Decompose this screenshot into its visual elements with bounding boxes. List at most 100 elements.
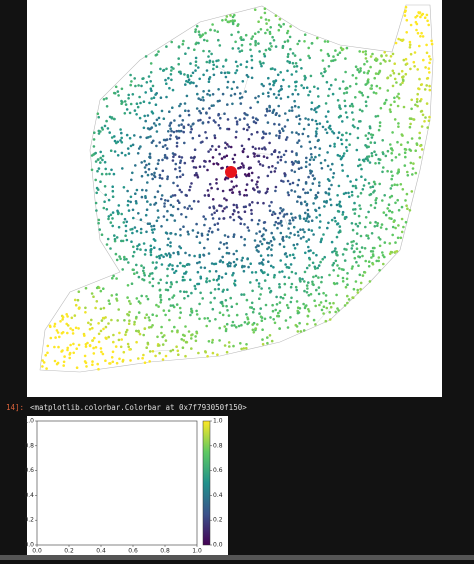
map-node	[184, 83, 187, 86]
map-node	[256, 118, 259, 122]
map-node	[163, 205, 166, 208]
map-node	[426, 126, 430, 129]
map-node	[102, 327, 105, 331]
map-node	[147, 162, 151, 166]
map-node	[401, 38, 405, 42]
map-node	[278, 134, 281, 138]
map-node	[366, 157, 369, 161]
map-node	[322, 291, 325, 295]
map-node	[179, 228, 182, 231]
map-node	[408, 148, 411, 151]
map-node	[111, 211, 115, 214]
map-node	[399, 143, 403, 146]
map-node	[149, 272, 152, 276]
map-node	[129, 195, 133, 199]
map-node	[111, 350, 115, 354]
map-node	[389, 187, 393, 190]
map-node	[350, 240, 353, 244]
map-node	[404, 148, 408, 151]
map-node	[208, 61, 211, 64]
map-node	[283, 40, 287, 44]
map-node	[270, 248, 273, 251]
map-node	[158, 173, 162, 177]
map-node	[288, 182, 292, 186]
map-node	[201, 96, 205, 99]
map-node	[393, 77, 397, 81]
map-node	[269, 42, 272, 45]
map-node	[262, 61, 265, 65]
map-node	[175, 137, 179, 140]
map-node	[402, 225, 405, 229]
map-node	[176, 184, 179, 188]
map-node	[259, 62, 263, 65]
map-node	[388, 108, 392, 111]
map-node	[219, 259, 222, 262]
map-node	[274, 45, 278, 48]
map-node	[116, 319, 119, 322]
map-node	[419, 144, 422, 148]
map-node	[215, 209, 219, 212]
map-node	[251, 310, 255, 314]
map-node	[225, 251, 229, 255]
map-node	[181, 278, 185, 282]
map-node	[351, 74, 355, 77]
map-node	[386, 76, 390, 79]
map-node	[373, 76, 377, 80]
map-node	[142, 271, 146, 275]
map-node	[393, 118, 397, 121]
map-node	[370, 136, 374, 139]
map-node	[257, 285, 261, 288]
map-node	[126, 203, 130, 207]
map-node	[405, 31, 409, 34]
map-node	[110, 168, 113, 172]
map-node	[319, 49, 323, 52]
map-node	[193, 48, 196, 51]
map-node	[418, 77, 421, 81]
map-node	[425, 51, 429, 55]
map-node	[164, 138, 167, 142]
map-node	[165, 156, 169, 160]
map-node	[118, 357, 121, 361]
map-node	[211, 93, 215, 96]
map-node	[419, 15, 422, 19]
map-node	[341, 280, 345, 283]
map-node	[205, 324, 208, 328]
map-node	[240, 96, 244, 99]
map-node	[313, 108, 316, 112]
map-node	[390, 184, 394, 187]
map-node	[366, 80, 370, 84]
map-node	[177, 129, 181, 133]
map-node	[113, 237, 117, 241]
map-node	[250, 301, 254, 305]
map-node	[430, 39, 433, 43]
map-node	[194, 166, 198, 169]
map-node	[160, 325, 163, 329]
map-node	[298, 117, 302, 121]
map-node	[332, 59, 335, 62]
map-node	[329, 305, 333, 309]
map-node	[165, 218, 169, 222]
map-node	[144, 119, 147, 123]
map-node	[371, 133, 375, 137]
map-node	[189, 313, 192, 317]
map-node	[195, 222, 198, 226]
map-node	[363, 247, 367, 250]
map-node	[242, 347, 246, 350]
map-node	[223, 71, 227, 75]
map-node	[182, 339, 186, 342]
map-node	[331, 130, 334, 133]
map-node	[324, 299, 328, 303]
map-node	[268, 334, 272, 337]
map-node	[388, 252, 392, 256]
map-node	[379, 226, 383, 229]
map-node	[94, 201, 98, 205]
map-node	[293, 170, 297, 174]
map-node	[309, 292, 313, 296]
map-node	[218, 217, 221, 220]
map-node	[372, 180, 376, 184]
map-node	[188, 188, 191, 192]
map-node	[242, 166, 245, 169]
map-node	[420, 31, 423, 35]
map-node	[169, 127, 172, 130]
map-node	[274, 220, 278, 224]
